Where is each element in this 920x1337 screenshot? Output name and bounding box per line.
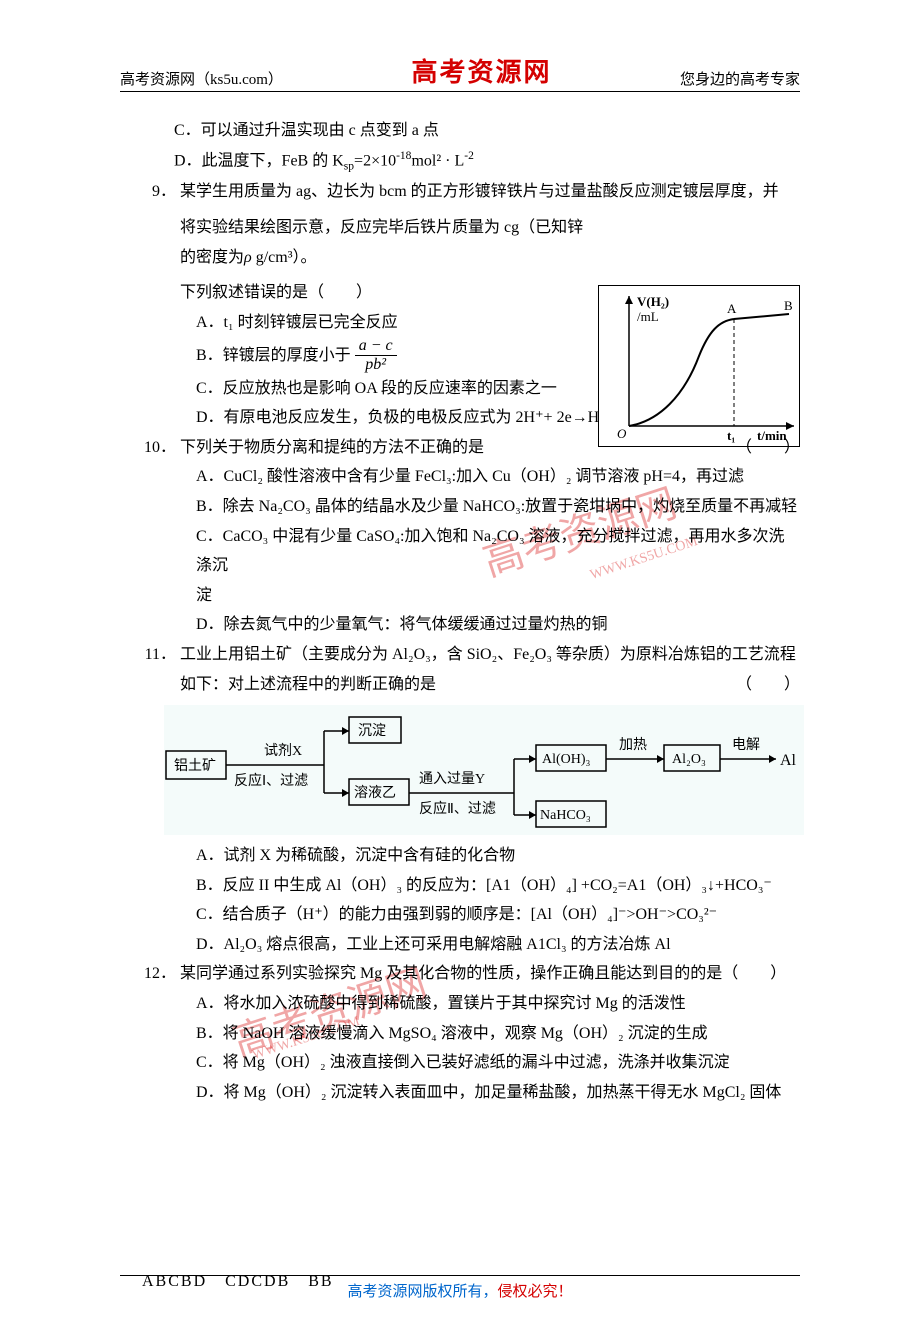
text: g/cm³）。 — [252, 249, 317, 266]
q12-option-a: A．将水加入浓硫酸中得到稀硫酸，置镁片于其中探究讨 Mg 的活泼性 — [142, 989, 800, 1019]
text: 如下：对上述流程中的判断正确的是 — [180, 676, 436, 693]
svg-text:Al(OH)₃: Al(OH)₃ — [542, 752, 591, 767]
point-b: B — [784, 298, 793, 313]
svg-text:加热: 加热 — [619, 737, 647, 753]
q12: 12．某同学通过系列实验探究 Mg 及其化合物的性质，操作正确且能达到目的的是（… — [120, 959, 800, 1107]
q12-option-d: D．将 Mg（OH）₂ 沉淀转入表面皿中，加足量稀盐酸，加热蒸干得无水 MgCl… — [142, 1078, 800, 1108]
text: 工业上用铝土矿（主要成分为 Al₂O₃，含 SiO₂、Fe₂O₃ 等杂质）为原料… — [180, 646, 796, 663]
q11-option-d: D．Al₂O₃ 熔点很高，工业上还可采用电解熔融 A1Cl₃ 的方法冶炼 Al — [142, 930, 800, 960]
q11-option-b: B．反应 II 中生成 Al（OH）₃ 的反应为：[A1（OH）₄] +CO₂=… — [142, 871, 800, 901]
svg-text:溶液乙: 溶液乙 — [354, 785, 396, 801]
q12-stem: 12．某同学通过系列实验探究 Mg 及其化合物的性质，操作正确且能达到目的的是（… — [142, 959, 800, 989]
q9-graph: V(H₂) /mL A B O t₁ t/min — [598, 285, 800, 447]
q11: 11．工业上用铝土矿（主要成分为 Al₂O₃，含 SiO₂、Fe₂O₃ 等杂质）… — [120, 640, 800, 960]
q11-option-c: C．结合质子（H⁺）的能力由强到弱的顺序是：[Al（OH）₄]⁻>OH⁻>CO₃… — [142, 900, 800, 930]
sub: sp — [344, 160, 354, 172]
q10-option-c-line2: 淀 — [142, 581, 800, 611]
page-header: 高考资源网（ks5u.com） 高考资源网 您身边的高考专家 — [120, 52, 800, 92]
text: D．此温度下，FeB 的 K — [174, 152, 344, 169]
paren-blank: （ ） — [736, 433, 800, 463]
q9: 9．某学生用质量为 ag、边长为 bcm 的正方形镀锌铁片与过量盐酸反应测定镀层… — [120, 177, 800, 432]
fraction: a − c pb² — [355, 337, 397, 373]
q10-number: 10． — [142, 433, 176, 463]
header-left: 高考资源网（ks5u.com） — [120, 68, 283, 89]
svg-text:反应Ⅰ、过滤: 反应Ⅰ、过滤 — [234, 772, 308, 789]
q10-option-c-line1: C．CaCO₃ 中混有少量 CaSO₄:加入饱和 Na₂CO₃ 溶液，充分搅拌过… — [142, 522, 800, 581]
rho-symbol: ρ — [244, 249, 252, 266]
paren-blank: （ ） — [736, 670, 800, 700]
text: B．锌镀层的厚度小于 — [196, 341, 351, 371]
q12-option-b: B．将 NaOH 溶液缓慢滴入 MgSO₄ 溶液中，观察 Mg（OH）₂ 沉淀的… — [142, 1019, 800, 1049]
point-a: A — [727, 301, 737, 316]
q9-number: 9． — [142, 177, 176, 207]
q9-graph-svg: V(H₂) /mL A B O t₁ t/min — [599, 286, 799, 446]
sup: -18 — [396, 150, 411, 162]
q10-stem: 10．下列关于物质分离和提纯的方法不正确的是 （ ） — [142, 433, 800, 463]
q10: 10．下列关于物质分离和提纯的方法不正确的是 （ ） A．CuCl₂ 酸性溶液中… — [120, 433, 800, 640]
footer-red: 侵权必究！ — [498, 1284, 573, 1300]
fraction-denominator: pb² — [355, 356, 397, 374]
sup: -2 — [464, 150, 474, 162]
q10-option-d: D．除去氮气中的少量氧气：将气体缓缓通过过量灼热的铜 — [142, 610, 800, 640]
svg-text:电解: 电解 — [732, 737, 760, 753]
q12-option-c: C．将 Mg（OH）₂ 浊液直接倒入已装好滤纸的漏斗中过滤，洗涤并收集沉淀 — [142, 1048, 800, 1078]
page-footer: 高考资源网版权所有，侵权必究！ — [120, 1275, 800, 1301]
ylabel2: /mL — [637, 309, 659, 324]
q8-option-d: D．此温度下，FeB 的 Ksp=2×10-18mol² · L-2 — [120, 146, 800, 178]
header-right: 您身边的高考专家 — [680, 68, 800, 89]
q12-number: 12． — [142, 959, 176, 989]
text: 将实验结果绘图示意，反应完毕后铁片质量为 cg（已知锌的密度为 — [180, 219, 583, 266]
content-body: 高考资源网 WWW.KS5U.COM 高考资源网 WWW.KS5U.COM C．… — [120, 116, 800, 1297]
header-center-logo: 高考资源网 — [411, 52, 551, 89]
svg-text:沉淀: 沉淀 — [358, 723, 386, 739]
fraction-numerator: a − c — [355, 337, 397, 356]
page: 高考资源网（ks5u.com） 高考资源网 您身边的高考专家 高考资源网 WWW… — [0, 0, 920, 1337]
text: 下列关于物质分离和提纯的方法不正确的是 — [180, 439, 484, 456]
svg-text:Al₂O₃: Al₂O₃ — [672, 752, 706, 767]
svg-text:铝土矿: 铝土矿 — [174, 758, 216, 774]
q11-flowchart: 铝土矿 试剂X 反应Ⅰ、过滤 沉淀 溶液乙 — [164, 705, 804, 835]
svg-text:通入过量Y: 通入过量Y — [419, 771, 485, 787]
svg-text:试剂X: 试剂X — [264, 743, 302, 759]
q11-option-a: A．试剂 X 为稀硫酸，沉淀中含有硅的化合物 — [142, 841, 800, 871]
footer-blue: 高考资源网版权所有， — [347, 1284, 497, 1300]
svg-text:Al: Al — [780, 752, 797, 769]
q10-option-b: B．除去 Na₂CO₃ 晶体的结晶水及少量 NaHCO₃:放置于瓷坩埚中，灼烧至… — [142, 492, 800, 522]
q9-stem-line2: 将实验结果绘图示意，反应完毕后铁片质量为 cg（已知锌的密度为ρ g/cm³）。 — [142, 213, 800, 272]
text: 某学生用质量为 ag、边长为 bcm 的正方形镀锌铁片与过量盐酸反应测定镀层厚度… — [180, 183, 779, 200]
text: 某同学通过系列实验探究 Mg 及其化合物的性质，操作正确且能达到目的的是（ ） — [180, 965, 786, 982]
ylabel1: V(H₂) — [637, 294, 669, 309]
svg-text:反应Ⅱ、过滤: 反应Ⅱ、过滤 — [419, 800, 496, 817]
q9-stem-line1: 9．某学生用质量为 ag、边长为 bcm 的正方形镀锌铁片与过量盐酸反应测定镀层… — [142, 177, 800, 207]
q10-option-a: A．CuCl₂ 酸性溶液中含有少量 FeCl₃:加入 Cu（OH）₂ 调节溶液 … — [142, 462, 800, 492]
q11-number: 11． — [142, 640, 176, 670]
text: =2×10 — [354, 152, 396, 169]
q11-stem-line1: 11．工业上用铝土矿（主要成分为 Al₂O₃，含 SiO₂、Fe₂O₃ 等杂质）… — [142, 640, 800, 670]
svg-text:NaHCO₃: NaHCO₃ — [540, 808, 591, 823]
q11-stem-line2: 如下：对上述流程中的判断正确的是 （ ） — [142, 670, 800, 700]
q8-option-c: C．可以通过升温实现由 c 点变到 a 点 — [120, 116, 800, 146]
q11-flow-svg: 铝土矿 试剂X 反应Ⅰ、过滤 沉淀 溶液乙 — [164, 705, 804, 835]
text: mol² · L — [411, 152, 464, 169]
